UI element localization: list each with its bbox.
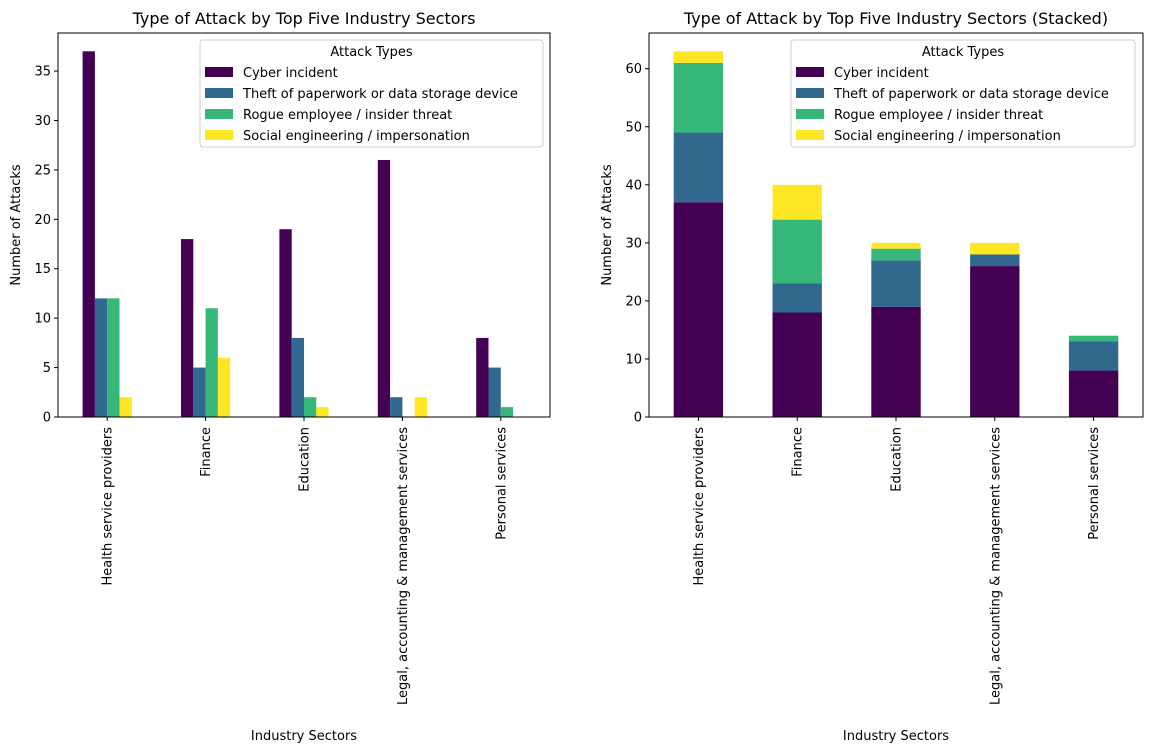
- bar: [205, 308, 218, 417]
- legend-box: [199, 39, 544, 148]
- bar-segment: [871, 306, 921, 417]
- x-tick-label: Education: [890, 427, 905, 492]
- bar: [500, 407, 514, 417]
- legend-swatch: [205, 109, 233, 119]
- y-tick-label: 0: [43, 411, 51, 426]
- x-tick-label: Finance: [791, 427, 806, 477]
- y-tick-label: 25: [34, 163, 51, 178]
- legend-label: Rogue employee / insider threat: [834, 108, 1043, 123]
- legend-swatch: [205, 67, 233, 77]
- bar-segment: [673, 51, 724, 63]
- bar-segment: [673, 202, 724, 417]
- chart-2: 0 10 20 30 40 50 60 Health service providers Fin…: [600, 9, 1144, 744]
- x-tick-label: Health service providers: [692, 427, 707, 586]
- chart-title: Type of Attack by Top Five Industry Sect…: [683, 9, 1108, 28]
- bar-segment: [1068, 335, 1119, 342]
- legend-title: Attack Types: [330, 45, 412, 60]
- legend-swatch: [796, 88, 824, 98]
- bar-segment: [772, 312, 822, 417]
- legend-label: Theft of paperwork or data storage devic…: [833, 87, 1109, 102]
- bar: [94, 298, 108, 417]
- bar-segment: [772, 184, 822, 220]
- legend-swatch: [796, 109, 824, 119]
- bar: [193, 367, 206, 417]
- x-axis-label: Industry Sectors: [251, 729, 357, 744]
- bar-segment: [1068, 341, 1119, 371]
- bar: [414, 397, 427, 417]
- bar-segment: [871, 248, 921, 261]
- y-tick-label: 20: [625, 294, 642, 309]
- legend-label: Theft of paperwork or data storage devic…: [242, 87, 518, 102]
- y-tick-label: 15: [34, 262, 51, 277]
- y-tick-label: 30: [34, 114, 51, 129]
- y-tick-label: 30: [625, 236, 642, 251]
- bar-segment: [970, 254, 1020, 267]
- legend-box: [790, 39, 1136, 148]
- legend-swatch: [796, 67, 824, 77]
- bar: [377, 160, 391, 417]
- legend-label: Cyber incident: [834, 66, 929, 81]
- x-axis-label: Industry Sectors: [843, 729, 949, 744]
- legend-swatch: [205, 130, 233, 140]
- y-tick-label: 20: [34, 213, 51, 228]
- bar: [181, 239, 194, 417]
- legend-label: Social engineering / impersonation: [834, 129, 1061, 144]
- y-tick-label: 10: [625, 352, 642, 367]
- y-tick-label: 0: [634, 411, 642, 426]
- legend-label: Rogue employee / insider threat: [243, 108, 452, 123]
- bar-segment: [772, 283, 822, 313]
- y-tick-label: 35: [34, 65, 51, 80]
- bar-segment: [970, 266, 1020, 417]
- x-tick-label: Education: [298, 427, 313, 492]
- bar-segment: [970, 242, 1020, 255]
- y-axis-label: Number of Attacks: [9, 164, 24, 286]
- legend-title: Attack Types: [922, 45, 1004, 60]
- y-axis: 0 10 20 30 40 50 60: [625, 62, 649, 426]
- bar-segment: [871, 242, 921, 249]
- y-tick-label: 40: [625, 178, 642, 193]
- legend-label: Social engineering / impersonation: [243, 129, 470, 144]
- bar: [476, 337, 489, 417]
- y-axis: 0 5 10 15 20 25 30 35: [34, 65, 58, 426]
- legend: Attack Types Cyber incident Theft of paper…: [790, 39, 1136, 148]
- x-tick-label: Personal services: [1087, 427, 1102, 540]
- bar: [82, 51, 95, 418]
- bar-segment: [673, 62, 724, 133]
- bar: [488, 367, 501, 417]
- x-axis: Health service providers Finance Education…: [101, 417, 509, 705]
- bar-segment: [871, 260, 921, 307]
- bar: [107, 298, 120, 417]
- x-tick-label: Legal, accounting & management services: [396, 427, 411, 705]
- bar: [119, 397, 132, 417]
- y-tick-label: 50: [625, 120, 642, 135]
- bar: [304, 397, 317, 417]
- bar: [390, 397, 403, 417]
- bars: [82, 51, 514, 418]
- y-tick-label: 5: [43, 361, 51, 376]
- bar-segment: [772, 219, 822, 284]
- bar-segment: [673, 132, 724, 203]
- legend-swatch: [205, 88, 233, 98]
- bar: [291, 337, 304, 417]
- legend-swatch: [796, 130, 824, 140]
- bar: [279, 229, 292, 417]
- bars: [673, 51, 1119, 417]
- bar-segment: [1068, 370, 1119, 417]
- legend: Attack Types Cyber incident Theft of paper…: [199, 39, 544, 148]
- x-tick-label: Personal services: [494, 427, 509, 540]
- bar: [316, 407, 329, 417]
- chart-1: 0 5 10 15 20 25 30 35 Health service providers Fi…: [9, 9, 551, 744]
- x-tick-label: Legal, accounting & management services: [988, 427, 1003, 705]
- chart-title: Type of Attack by Top Five Industry Sect…: [132, 9, 476, 28]
- x-tick-label: Finance: [199, 427, 214, 477]
- legend-label: Cyber incident: [243, 66, 338, 81]
- y-tick-label: 60: [625, 62, 642, 77]
- y-tick-label: 10: [34, 312, 51, 327]
- y-axis-label: Number of Attacks: [600, 164, 615, 286]
- bar: [217, 357, 231, 417]
- x-tick-label: Health service providers: [101, 427, 116, 586]
- x-axis: Health service providers Finance Education…: [692, 417, 1102, 705]
